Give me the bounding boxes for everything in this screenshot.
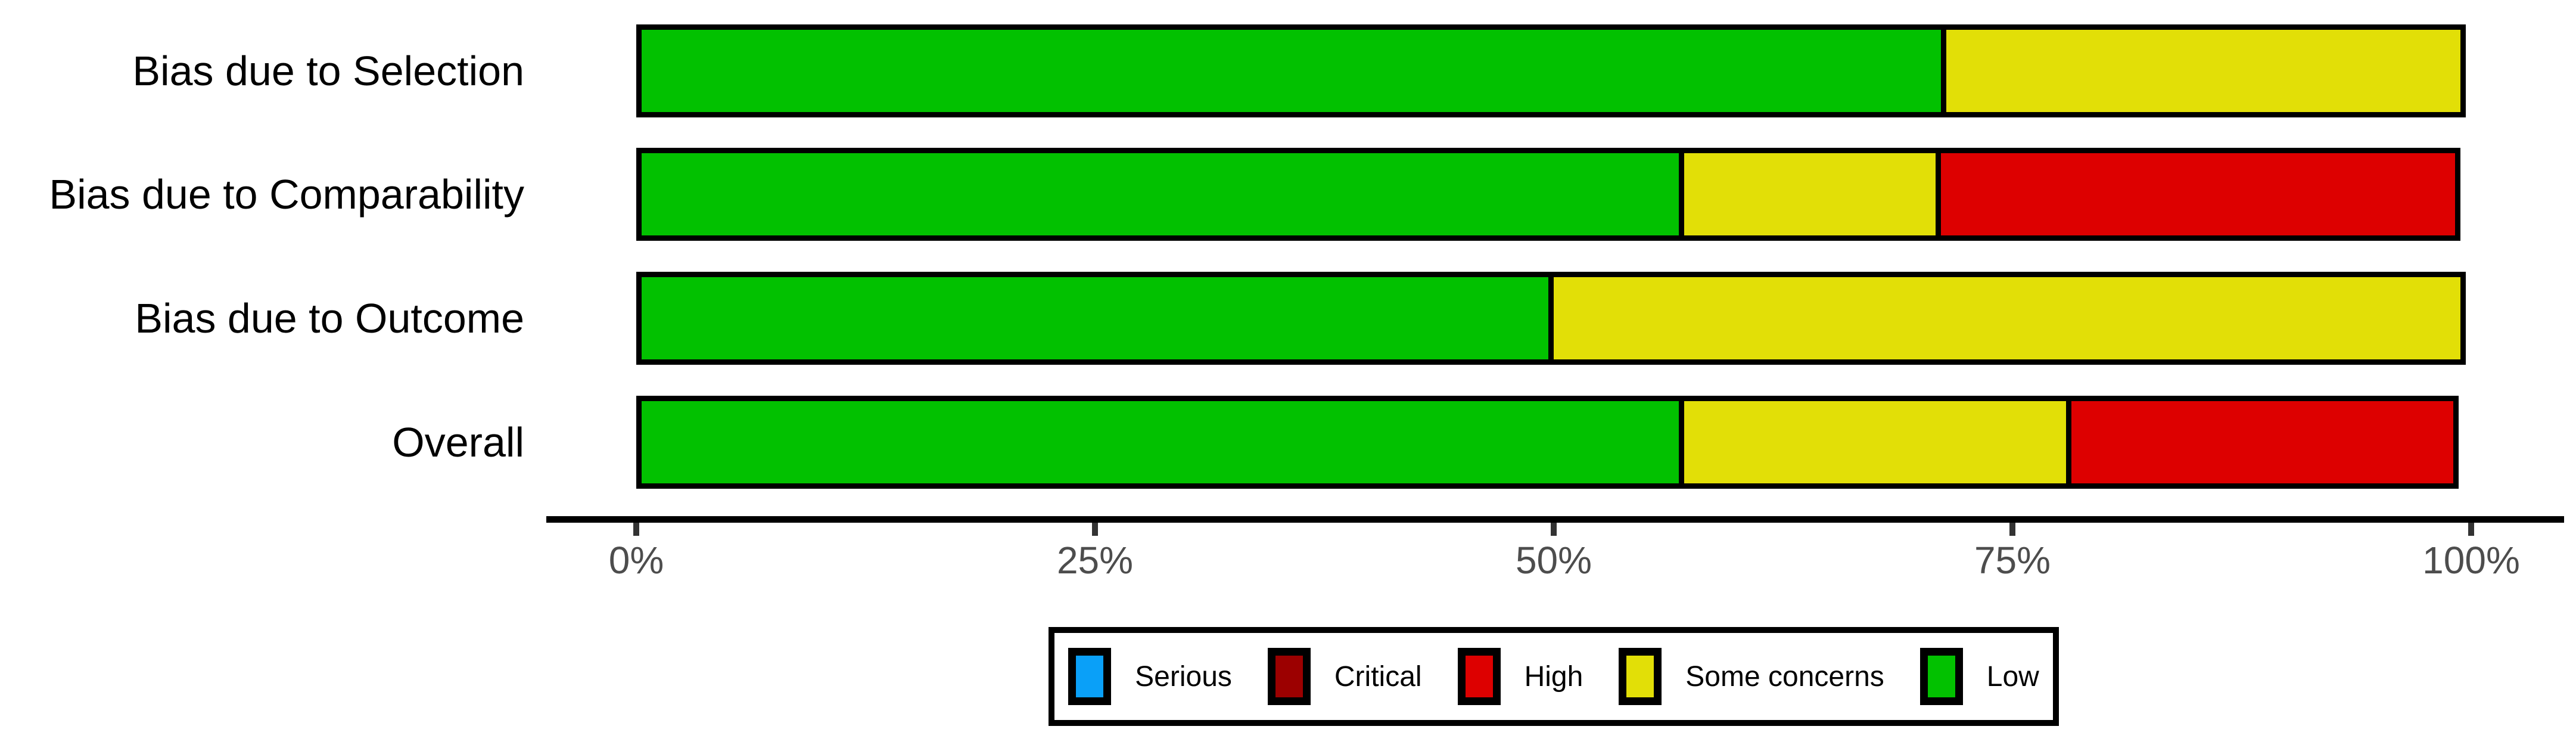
bar-segment-high (1936, 148, 2460, 241)
x-axis-tick-mark-25- (1092, 523, 1098, 536)
legend-key-critical-icon (1267, 648, 1311, 705)
legend: Serious Critical High Some concerns Low (1049, 627, 2059, 726)
x-axis-tick-mark-75- (2009, 523, 2015, 536)
x-axis-tick-mark-100- (2468, 523, 2474, 536)
legend-label-high: High (1524, 660, 1583, 693)
legend-label-serious: Serious (1135, 660, 1232, 693)
bar-segment-some-concerns (1678, 396, 2071, 489)
x-axis-tick-mark-50- (1551, 523, 1557, 536)
bar-segment-some-concerns (1548, 272, 2466, 365)
bar-segment-low (636, 148, 1684, 241)
bar-segment-low (636, 272, 1554, 365)
x-axis-tick-label-50-: 50% (1515, 539, 1592, 582)
bar-segment-some-concerns (1941, 24, 2466, 117)
bar-segment-some-concerns (1678, 148, 1942, 241)
legend-label-low: Low (1986, 660, 2039, 693)
bar-row-bias-due-to-outcome (636, 272, 2471, 365)
legend-key-some-concerns-icon (1619, 648, 1662, 705)
legend-item-some-concerns: Some concerns (1619, 648, 1884, 705)
category-label-bias-due-to-outcome: Bias due to Outcome (135, 295, 524, 342)
bar-segment-high (2065, 396, 2459, 489)
category-label-bias-due-to-comparability: Bias due to Comparability (49, 171, 524, 218)
x-axis: 0% 25% 50% 75% 100% (609, 0, 2520, 748)
legend-label-some-concerns: Some concerns (1685, 660, 1884, 693)
x-axis-tick-mark-0- (633, 523, 639, 536)
bar-row-bias-due-to-comparability (636, 148, 2471, 241)
x-axis-tick-label-0-: 0% (608, 539, 664, 582)
legend-key-low-icon (1919, 648, 1963, 705)
bar-segment-low (636, 396, 1684, 489)
x-axis-tick-label-75-: 75% (1974, 539, 2051, 582)
legend-label-critical: Critical (1334, 660, 1422, 693)
legend-item-low: Low (1919, 648, 2039, 705)
legend-item-critical: Critical (1267, 648, 1422, 705)
category-label-overall: Overall (392, 419, 524, 465)
x-axis-tick-label-25-: 25% (1056, 539, 1134, 582)
category-label-bias-due-to-selection: Bias due to Selection (132, 48, 524, 94)
legend-item-serious: Serious (1068, 648, 1232, 705)
bar-row-bias-due-to-selection (636, 24, 2471, 117)
x-axis-line (546, 516, 2564, 523)
bar-segment-low (636, 24, 1947, 117)
legend-key-serious-icon (1068, 648, 1112, 705)
x-axis-tick-label-100-: 100% (2422, 539, 2520, 582)
legend-key-high-icon (1457, 648, 1501, 705)
bar-row-overall (636, 396, 2471, 489)
legend-item-high: High (1457, 648, 1583, 705)
